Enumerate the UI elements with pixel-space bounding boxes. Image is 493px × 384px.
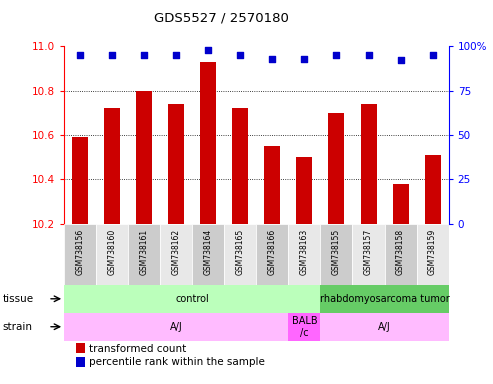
Point	[173, 52, 180, 58]
Point	[332, 52, 340, 58]
Text: GSM738166: GSM738166	[268, 229, 277, 275]
Bar	[200, 62, 216, 224]
Bar	[320, 285, 449, 313]
Text: GSM738159: GSM738159	[428, 229, 437, 275]
Point	[204, 46, 212, 53]
Bar	[288, 224, 320, 285]
Point	[108, 52, 116, 58]
Bar	[72, 137, 88, 224]
Bar	[417, 224, 449, 285]
Bar	[64, 285, 320, 313]
Bar	[417, 46, 449, 224]
Bar	[64, 224, 96, 285]
Point	[396, 57, 404, 63]
Bar	[320, 46, 352, 224]
Text: GSM738162: GSM738162	[172, 229, 181, 275]
Bar	[160, 46, 192, 224]
Point	[140, 52, 148, 58]
Text: control: control	[176, 294, 209, 304]
Text: strain: strain	[2, 322, 33, 332]
Bar	[352, 46, 385, 224]
Bar	[128, 224, 160, 285]
Bar	[75, 358, 85, 367]
Bar	[224, 46, 256, 224]
Bar	[296, 157, 313, 224]
Bar	[360, 104, 377, 224]
Point	[236, 52, 244, 58]
Text: GSM738158: GSM738158	[396, 229, 405, 275]
Bar	[424, 155, 441, 224]
Text: A/J: A/J	[170, 322, 182, 332]
Point	[268, 55, 276, 61]
Bar	[75, 344, 85, 353]
Bar	[192, 224, 224, 285]
Bar	[352, 224, 385, 285]
Bar	[224, 224, 256, 285]
Text: GSM738165: GSM738165	[236, 229, 245, 275]
Text: GSM738164: GSM738164	[204, 229, 213, 275]
Bar	[320, 224, 352, 285]
Bar	[192, 46, 224, 224]
Bar	[288, 46, 320, 224]
Text: GSM738163: GSM738163	[300, 229, 309, 275]
Bar	[96, 224, 128, 285]
Point	[428, 52, 437, 58]
Point	[364, 52, 373, 58]
Bar	[392, 184, 409, 224]
Text: GSM738156: GSM738156	[75, 229, 85, 275]
Text: percentile rank within the sample: percentile rank within the sample	[89, 358, 265, 367]
Point	[76, 52, 84, 58]
Bar	[64, 46, 96, 224]
Bar	[128, 46, 160, 224]
Bar	[385, 224, 417, 285]
Point	[300, 55, 309, 61]
Text: GSM738157: GSM738157	[364, 229, 373, 275]
Text: tissue: tissue	[2, 294, 34, 304]
Text: rhabdomyosarcoma tumor: rhabdomyosarcoma tumor	[319, 294, 450, 304]
Bar	[168, 104, 184, 224]
Bar	[320, 313, 449, 341]
Text: GSM738161: GSM738161	[140, 229, 149, 275]
Text: BALB
/c: BALB /c	[292, 316, 317, 338]
Bar	[256, 224, 288, 285]
Bar	[96, 46, 128, 224]
Text: GDS5527 / 2570180: GDS5527 / 2570180	[154, 12, 289, 25]
Text: GSM738155: GSM738155	[332, 229, 341, 275]
Text: transformed count: transformed count	[89, 344, 186, 354]
Bar	[104, 108, 120, 224]
Text: GSM738160: GSM738160	[107, 229, 117, 275]
Text: A/J: A/J	[378, 322, 391, 332]
Bar	[328, 113, 345, 224]
Bar	[288, 313, 320, 341]
Bar	[232, 108, 248, 224]
Bar	[136, 91, 152, 224]
Bar	[64, 313, 288, 341]
Bar	[385, 46, 417, 224]
Bar	[256, 46, 288, 224]
Bar	[264, 146, 281, 224]
Bar	[160, 224, 192, 285]
